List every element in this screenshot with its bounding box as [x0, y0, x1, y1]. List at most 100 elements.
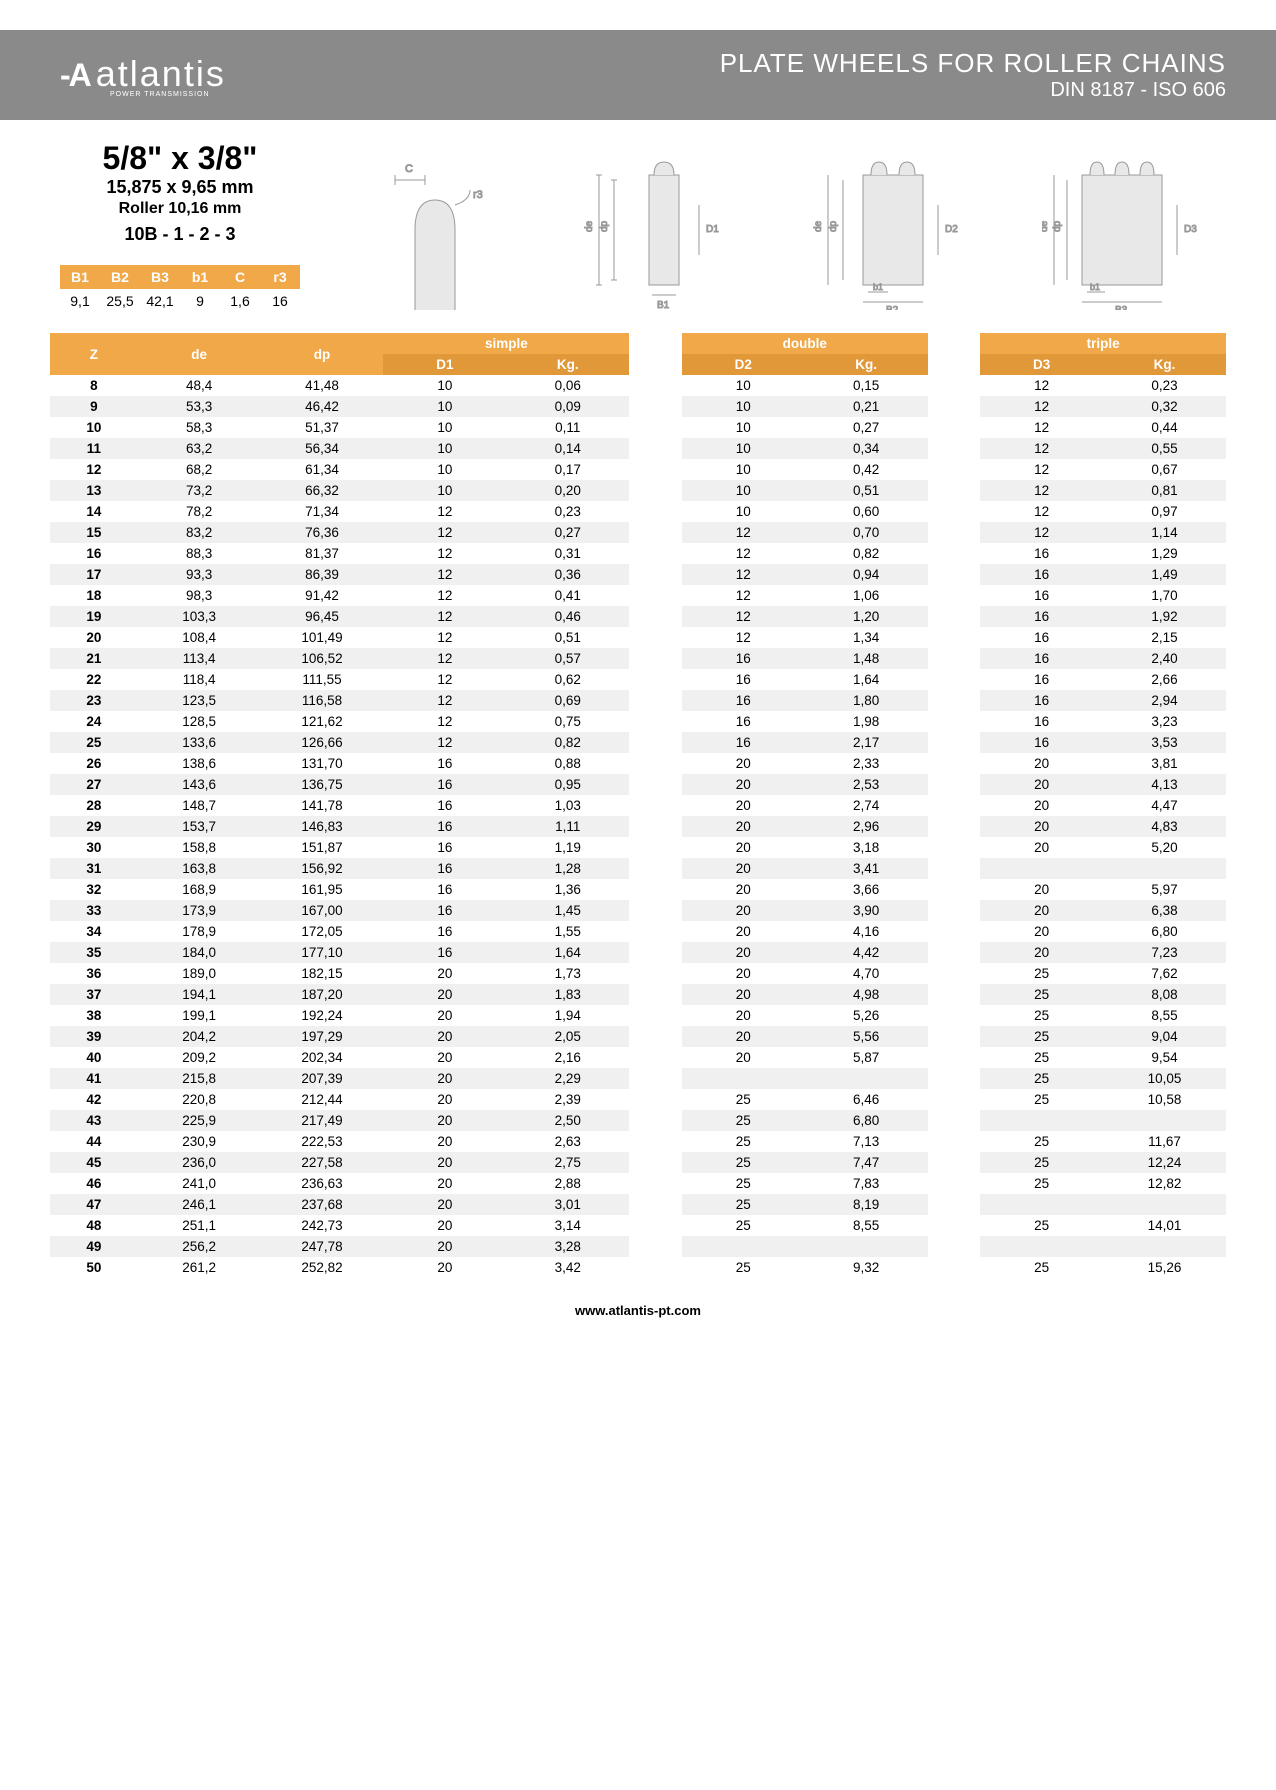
- table-cell: 212,44: [261, 1089, 384, 1110]
- table-cell: 12: [383, 564, 506, 585]
- table-cell: 6,46: [805, 1089, 928, 1110]
- table-cell: 0,14: [506, 438, 629, 459]
- table-cell: 10: [682, 375, 805, 396]
- table-cell: 0,11: [506, 417, 629, 438]
- table-cell: [629, 669, 682, 690]
- table-cell: 4,98: [805, 984, 928, 1005]
- table-cell: [629, 1173, 682, 1194]
- table-cell: 25: [980, 1005, 1103, 1026]
- svg-text:de: de: [813, 220, 824, 232]
- table-cell: 0,46: [506, 606, 629, 627]
- table-cell: [928, 438, 981, 459]
- svg-text:D1: D1: [706, 224, 719, 235]
- table-cell: 236,0: [138, 1152, 261, 1173]
- table-cell: 20: [682, 984, 805, 1005]
- table-cell: 16: [682, 711, 805, 732]
- table-cell: 126,66: [261, 732, 384, 753]
- small-table-header-cell: b1: [180, 265, 220, 289]
- table-cell: 192,24: [261, 1005, 384, 1026]
- table-cell: 0,06: [506, 375, 629, 396]
- table-cell: 173,9: [138, 900, 261, 921]
- table-cell: 0,75: [506, 711, 629, 732]
- table-cell: 3,18: [805, 837, 928, 858]
- svg-text:r3: r3: [473, 189, 483, 201]
- table-cell: 0,27: [805, 417, 928, 438]
- table-cell: 0,97: [1103, 501, 1226, 522]
- table-row: 30158,8151,87161,19203,18205,20: [50, 837, 1226, 858]
- table-cell: 16: [980, 648, 1103, 669]
- table-cell: 25: [682, 1152, 805, 1173]
- table-cell: 26: [50, 753, 138, 774]
- table-cell: 1,64: [805, 669, 928, 690]
- small-table-head: B1B2B3b1Cr3: [60, 265, 300, 289]
- table-cell: 12: [383, 648, 506, 669]
- table-cell: 61,34: [261, 459, 384, 480]
- table-cell: 158,8: [138, 837, 261, 858]
- table-row: 1163,256,34100,14100,34120,55: [50, 438, 1226, 459]
- table-cell: [629, 795, 682, 816]
- table-cell: 38: [50, 1005, 138, 1026]
- table-cell: 20: [682, 858, 805, 879]
- table-cell: 12: [980, 480, 1103, 501]
- table-cell: 6,38: [1103, 900, 1226, 921]
- table-cell: 20: [682, 837, 805, 858]
- col-header-kg1: Kg.: [506, 354, 629, 375]
- table-cell: [629, 879, 682, 900]
- table-cell: 20: [383, 1215, 506, 1236]
- table-cell: 7,47: [805, 1152, 928, 1173]
- svg-text:dp: dp: [828, 220, 839, 232]
- table-cell: 14: [50, 501, 138, 522]
- table-cell: [928, 837, 981, 858]
- table-cell: 20: [383, 1110, 506, 1131]
- table-cell: 20: [682, 795, 805, 816]
- table-cell: 20: [682, 816, 805, 837]
- table-cell: 10: [682, 501, 805, 522]
- table-cell: 16: [980, 606, 1103, 627]
- table-cell: [928, 396, 981, 417]
- table-cell: 25: [980, 1257, 1103, 1278]
- table-cell: 143,6: [138, 774, 261, 795]
- table-cell: 9,04: [1103, 1026, 1226, 1047]
- table-cell: 3,90: [805, 900, 928, 921]
- table-cell: 2,40: [1103, 648, 1226, 669]
- table-cell: 10: [682, 480, 805, 501]
- table-row: 44230,9222,53202,63257,132511,67: [50, 1131, 1226, 1152]
- table-cell: 81,37: [261, 543, 384, 564]
- table-cell: 12: [980, 417, 1103, 438]
- table-cell: [928, 921, 981, 942]
- table-cell: 7,83: [805, 1173, 928, 1194]
- table-cell: 12: [682, 522, 805, 543]
- table-cell: 98,3: [138, 585, 261, 606]
- logo: -A atlantis POWER TRANSMISSION: [60, 53, 226, 98]
- table-cell: 1,29: [1103, 543, 1226, 564]
- table-cell: 207,39: [261, 1068, 384, 1089]
- table-body: 848,441,48100,06100,15120,23953,346,4210…: [50, 375, 1226, 1278]
- table-cell: [928, 1194, 981, 1215]
- table-cell: 5,87: [805, 1047, 928, 1068]
- table-cell: [928, 501, 981, 522]
- spec-roller: Roller 10,16 mm: [60, 200, 300, 218]
- table-cell: 2,66: [1103, 669, 1226, 690]
- table-cell: 8,19: [805, 1194, 928, 1215]
- col-header-double: double: [682, 333, 928, 354]
- table-row: 32168,9161,95161,36203,66205,97: [50, 879, 1226, 900]
- table-cell: 88,3: [138, 543, 261, 564]
- table-cell: 45: [50, 1152, 138, 1173]
- table-row: 1688,381,37120,31120,82161,29: [50, 543, 1226, 564]
- table-cell: [980, 1110, 1103, 1131]
- table-cell: 5,20: [1103, 837, 1226, 858]
- table-cell: [928, 711, 981, 732]
- table-cell: [629, 1194, 682, 1215]
- table-cell: 6,80: [1103, 921, 1226, 942]
- table-cell: 161,95: [261, 879, 384, 900]
- table-cell: [928, 774, 981, 795]
- table-row: 41215,8207,39202,292510,05: [50, 1068, 1226, 1089]
- diagram-triple: de dp D3 b1 B3: [1042, 150, 1202, 310]
- table-cell: [928, 1047, 981, 1068]
- table-cell: 20: [383, 1236, 506, 1257]
- table-row: 47246,1237,68203,01258,19: [50, 1194, 1226, 1215]
- table-cell: 73,2: [138, 480, 261, 501]
- table-cell: 0,17: [506, 459, 629, 480]
- table-cell: 20: [383, 963, 506, 984]
- table-cell: 1,36: [506, 879, 629, 900]
